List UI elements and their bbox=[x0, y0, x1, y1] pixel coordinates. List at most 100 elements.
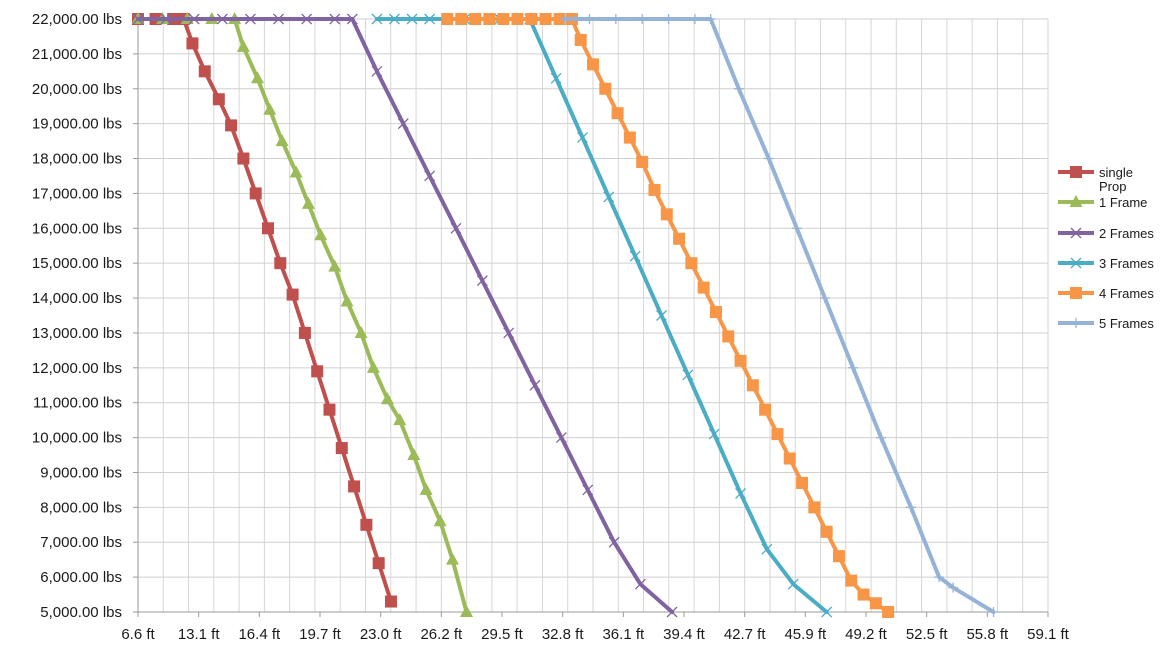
data-point-2-frames bbox=[634, 578, 646, 590]
data-point-2-frames bbox=[424, 170, 436, 182]
marker-stroke bbox=[634, 578, 646, 590]
legend-label: 2 Frames bbox=[1099, 226, 1154, 241]
data-point-5-frames bbox=[637, 14, 648, 24]
y-tick-label: 10,000.00 lbs bbox=[32, 430, 122, 447]
y-tick-label: 9,000.00 lbs bbox=[40, 464, 122, 481]
legend-label: 5 Frames bbox=[1099, 316, 1154, 331]
marker-stroke bbox=[371, 65, 383, 77]
data-point-2-frames bbox=[329, 13, 341, 25]
data-point-4-frames bbox=[796, 476, 809, 489]
data-point-1-frame bbox=[275, 134, 289, 147]
data-point-5-frames bbox=[905, 502, 916, 513]
marker-stroke bbox=[582, 484, 594, 496]
data-point-4-frames bbox=[539, 13, 552, 25]
y-tick-label: 21,000.00 lbs bbox=[32, 46, 122, 63]
data-point-2-frames bbox=[371, 65, 383, 77]
series-line-1-frame bbox=[136, 17, 469, 614]
data-point-4-frames bbox=[734, 354, 747, 367]
series-single-prop bbox=[132, 13, 397, 608]
data-point-single-prop bbox=[311, 365, 324, 378]
data-point-2-frames bbox=[301, 13, 313, 25]
data-point-2-frames bbox=[160, 13, 172, 25]
data-point-4-frames bbox=[511, 13, 524, 25]
data-point-4-frames bbox=[759, 403, 772, 416]
data-point-single-prop bbox=[249, 187, 262, 200]
data-point-4-frames bbox=[455, 13, 468, 25]
data-point-4-frames bbox=[636, 156, 649, 169]
x-tick-label: 39.4 ft bbox=[663, 626, 706, 643]
series-4-frames bbox=[441, 13, 895, 618]
series-1-frame bbox=[131, 12, 474, 617]
data-point-1-frame bbox=[236, 39, 250, 52]
marker-stroke bbox=[1070, 257, 1082, 269]
y-tick-label: 8,000.00 lbs bbox=[40, 499, 122, 516]
x-tick-label: 6.6 ft bbox=[121, 626, 155, 643]
data-point-1-frame bbox=[328, 259, 342, 272]
data-point-2-frames bbox=[503, 327, 515, 339]
data-point-4-frames bbox=[469, 13, 482, 25]
y-tick-label: 14,000.00 lbs bbox=[32, 290, 122, 307]
marker-stroke bbox=[503, 327, 515, 339]
y-tick-label: 13,000.00 lbs bbox=[32, 325, 122, 342]
data-point-single-prop bbox=[237, 152, 250, 165]
marker-stroke bbox=[666, 606, 678, 618]
y-tick-label: 20,000.00 lbs bbox=[32, 81, 122, 98]
marker-stroke bbox=[301, 13, 313, 25]
data-point-4-frames bbox=[820, 525, 833, 538]
marker-stroke bbox=[1070, 227, 1082, 239]
data-point-5-frames bbox=[934, 572, 945, 583]
marker-stroke bbox=[603, 191, 615, 203]
data-point-4-frames bbox=[771, 428, 784, 441]
data-point-4-frames bbox=[808, 501, 821, 514]
marker-stroke bbox=[735, 487, 747, 499]
legend-label: single bbox=[1099, 165, 1133, 180]
x-tick-label: 36.1 ft bbox=[602, 626, 645, 643]
data-point-4-frames bbox=[857, 588, 870, 601]
data-point-1-frame bbox=[393, 413, 407, 426]
marker-stroke bbox=[188, 13, 200, 25]
data-point-3-frames bbox=[603, 191, 615, 203]
data-point-3-frames bbox=[761, 543, 773, 555]
data-point-single-prop bbox=[335, 442, 348, 455]
data-point-2-frames bbox=[346, 13, 358, 25]
x-tick-label: 16.4 ft bbox=[238, 626, 281, 643]
series-line-2-frames bbox=[136, 17, 675, 614]
data-point-single-prop bbox=[384, 595, 397, 608]
data-point-5-frames bbox=[988, 607, 999, 617]
y-tick-label: 17,000.00 lbs bbox=[32, 185, 122, 202]
legend-item-4-frames: 4 Frames bbox=[1058, 286, 1154, 301]
x-tick-label: 52.5 ft bbox=[906, 626, 949, 643]
y-tick-label: 7,000.00 lbs bbox=[40, 534, 122, 551]
legend-label: 3 Frames bbox=[1099, 256, 1154, 271]
data-point-4-frames bbox=[587, 58, 599, 71]
data-point-5-frames bbox=[689, 14, 700, 24]
data-point-3-frames bbox=[787, 578, 799, 590]
data-point-5-frames bbox=[819, 293, 830, 304]
series-line-5-frames bbox=[562, 17, 996, 614]
data-point-5-frames bbox=[848, 362, 858, 373]
x-tick-label: 42.7 ft bbox=[724, 626, 767, 643]
data-point-1-frame bbox=[445, 552, 459, 565]
data-point-4-frames bbox=[574, 33, 587, 46]
data-point-5-frames bbox=[559, 14, 570, 24]
legend-swatch-marker bbox=[1070, 166, 1082, 178]
legend-label: 4 Frames bbox=[1099, 286, 1154, 301]
y-tick-label: 19,000.00 lbs bbox=[32, 116, 122, 133]
x-tick-label: 55.8 ft bbox=[966, 626, 1009, 643]
data-point-1-frame bbox=[407, 448, 421, 461]
data-point-1-frame bbox=[354, 325, 368, 338]
data-point-4-frames bbox=[497, 13, 510, 25]
legend-label: Prop bbox=[1099, 179, 1126, 194]
data-point-2-frames bbox=[397, 118, 409, 130]
data-point-5-frames bbox=[705, 14, 716, 24]
marker-stroke bbox=[273, 13, 285, 25]
data-point-5-frames bbox=[948, 582, 959, 593]
data-point-2-frames bbox=[555, 432, 567, 444]
data-point-single-prop bbox=[198, 65, 211, 78]
data-point-3-frames bbox=[406, 13, 418, 25]
data-point-single-prop bbox=[372, 557, 385, 570]
marker-stroke bbox=[682, 369, 694, 381]
data-point-2-frames bbox=[273, 13, 285, 25]
marker-stroke bbox=[529, 379, 541, 391]
